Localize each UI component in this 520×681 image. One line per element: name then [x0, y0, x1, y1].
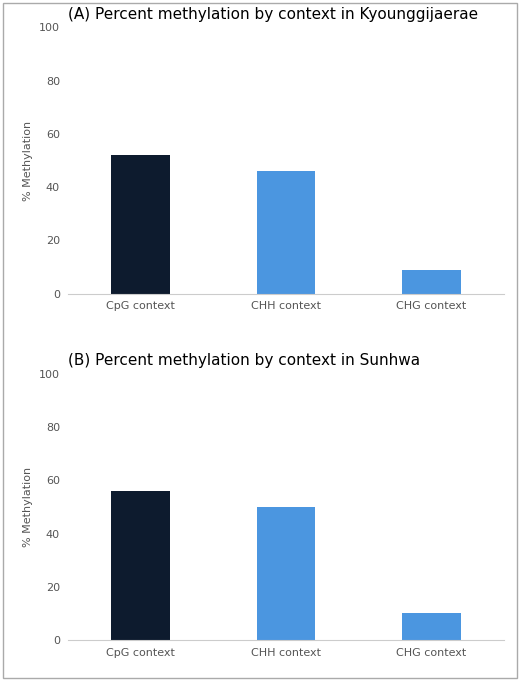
Text: (A) Percent methylation by context in Kyounggijaerae: (A) Percent methylation by context in Ky… [68, 7, 478, 22]
Bar [402, 270, 461, 294]
Bar [402, 614, 461, 640]
Text: (B) Percent methylation by context in Sunhwa: (B) Percent methylation by context in Su… [68, 353, 420, 368]
Bar [257, 507, 315, 640]
Bar [111, 491, 170, 640]
Bar [111, 155, 170, 294]
Y-axis label: % Methylation: % Methylation [23, 121, 33, 200]
Y-axis label: % Methylation: % Methylation [23, 467, 33, 547]
Bar [257, 171, 315, 294]
